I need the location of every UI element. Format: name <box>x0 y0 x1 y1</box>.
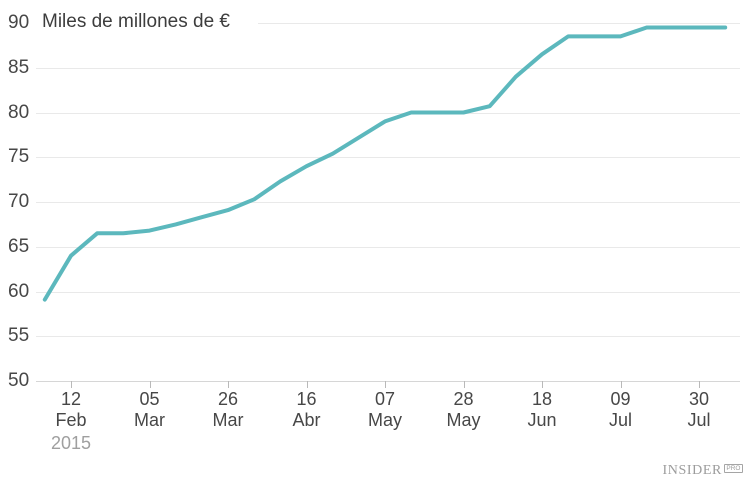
x-axis-label-day: 12 <box>60 389 82 409</box>
y-axis-label: 65 <box>8 235 30 257</box>
x-axis-label: 26 Mar <box>196 389 260 431</box>
axis-title: Miles de millones de € <box>42 11 230 32</box>
x-axis-label: 12 Feb <box>39 389 103 431</box>
x-axis-label-day: 18 <box>531 389 553 409</box>
x-axis-label-month: Jul <box>608 410 632 430</box>
y-axis-label: 80 <box>8 101 30 123</box>
x-axis-label-day: 09 <box>610 389 631 409</box>
y-axis-label: 55 <box>8 325 30 347</box>
x-axis-label: 05 Mar <box>118 389 182 431</box>
x-axis-label-month: Abr <box>292 410 321 430</box>
y-axis-label: 70 <box>8 191 30 212</box>
x-axis-label: 16 Abr <box>275 389 339 431</box>
logo-pro-badge: PRO <box>723 463 743 473</box>
y-axis-label: 90 <box>8 12 30 33</box>
y-axis-label: 75 <box>8 146 30 168</box>
x-axis-label: 18 Jun <box>510 389 574 431</box>
insiderpro-logo: INSIDER PRO <box>662 463 743 479</box>
x-tick-marks <box>71 381 700 388</box>
x-axis-label-month: Jun <box>527 410 557 430</box>
x-axis-label-month: May <box>446 410 481 430</box>
x-axis-label-day: 30 <box>688 389 710 409</box>
x-axis-label-month: Feb <box>55 410 87 430</box>
x-axis-label: 30 Jul <box>667 389 731 431</box>
x-axis-label-day: 05 <box>139 389 160 409</box>
year-label: 2015 <box>50 433 92 453</box>
x-axis-label-day: 07 <box>374 389 396 409</box>
x-axis-label: 09 Jul <box>589 389 653 431</box>
x-axis-label-day: 16 <box>296 389 317 409</box>
x-axis-label-month: Mar <box>134 410 165 430</box>
x-axis-label-month: May <box>367 410 402 430</box>
x-axis-label-month: Mar <box>212 410 244 430</box>
y-axis-label: 60 <box>8 280 30 302</box>
x-axis-label-day: 28 <box>453 389 474 409</box>
y-axis-label: 85 <box>8 56 30 78</box>
x-axis-label-day: 26 <box>217 389 239 409</box>
x-axis-label: 28 May <box>432 389 496 431</box>
logo-text: INSIDER <box>662 463 722 478</box>
data-line <box>42 25 728 302</box>
y-axis-label: 50 <box>8 370 30 391</box>
x-axis-label-month: Jul <box>687 410 711 430</box>
x-axis-label: 07 May <box>353 389 417 431</box>
gridlines <box>36 23 740 382</box>
